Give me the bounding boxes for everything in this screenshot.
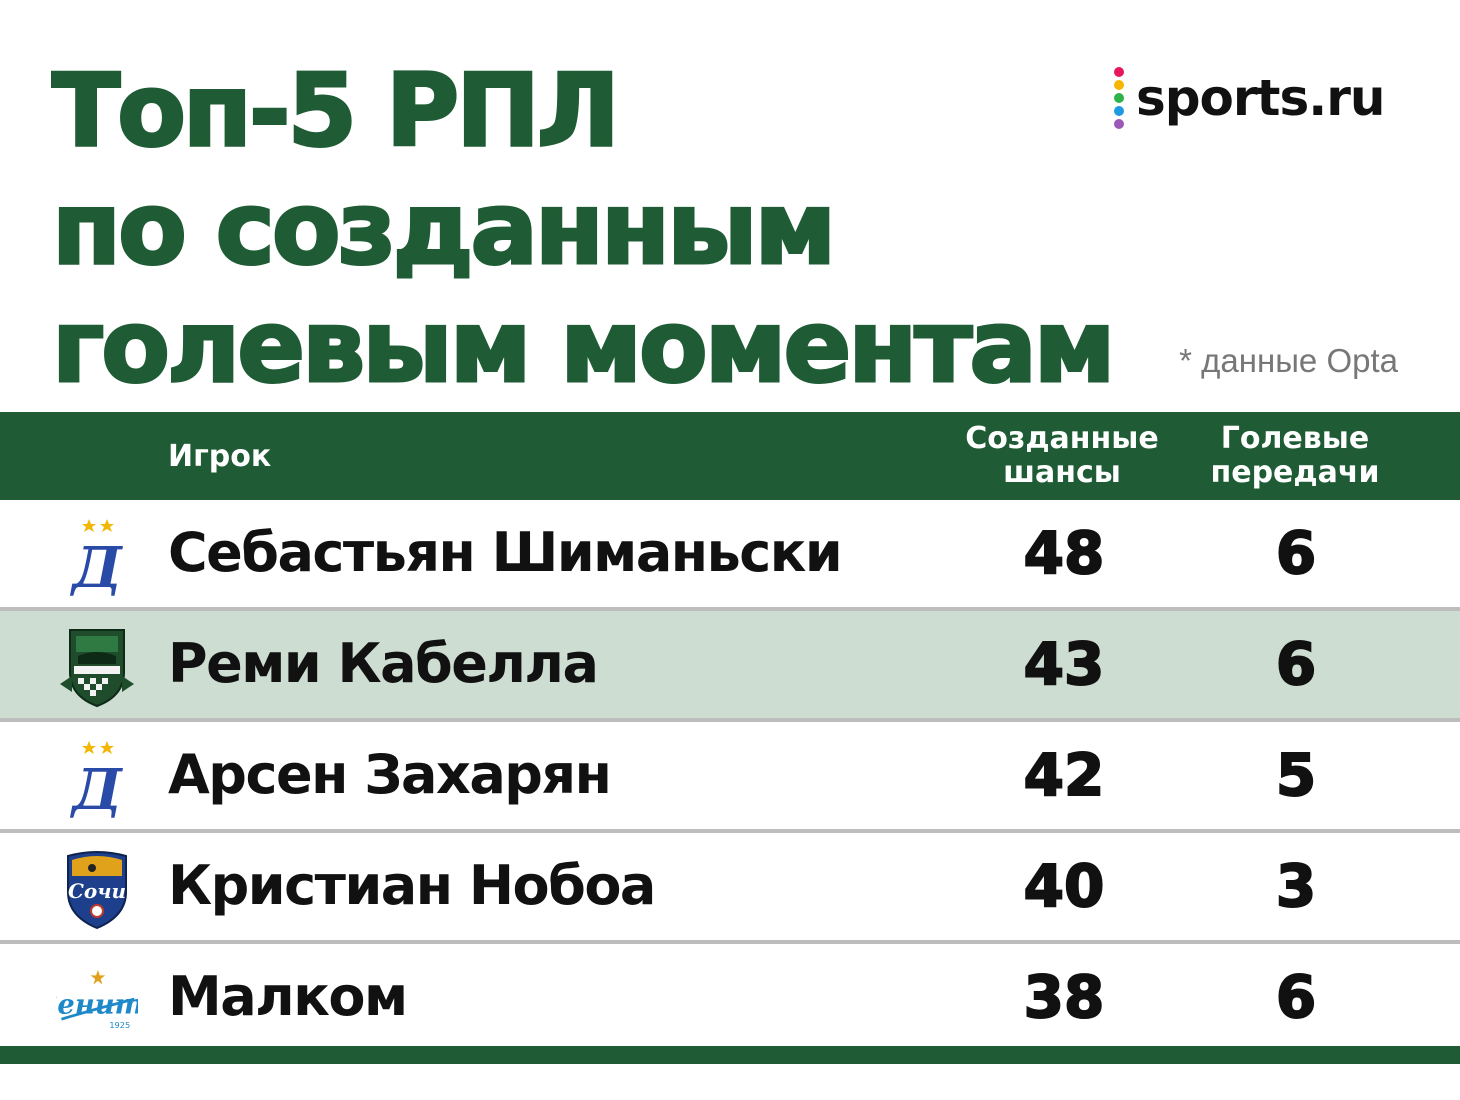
zenit-crest-icon: Зенит 1925 [56,959,138,1041]
brand-dot [1114,67,1124,77]
player-name: Арсен Захарян [168,743,612,806]
assists-value: 6 [1275,962,1317,1032]
title-line-2: по созданным [51,169,838,289]
header-assists-line-2: передачи [1210,455,1380,490]
brand-dot [1114,106,1124,116]
header-player: Игрок [168,439,272,474]
table-row: Зенит 1925 Малком 38 6 [0,944,1460,1055]
header-assists-line-1: Голевые [1220,421,1370,456]
player-name: Реми Кабелла [168,632,599,695]
brand-name: sports.ru [1136,69,1385,127]
dynamo-crest-icon: Д [56,737,138,819]
chances-value: 38 [1023,962,1106,1032]
brand-dot [1114,93,1124,103]
header-chances: Созданные шансы [950,422,1174,490]
assists-value: 5 [1275,740,1317,810]
title-line-3: голевым моментам [51,287,1118,407]
chances-value: 42 [1023,740,1106,810]
assists-value: 6 [1275,629,1317,699]
header-chances-line-2: шансы [1003,455,1121,490]
table-body: Д Себастьян Шиманьски 48 6 Реми Кабелла … [0,500,1460,1055]
source-note: * данные Opta [1179,342,1398,379]
sochi-crest-icon: Сочи [56,848,138,930]
header-assists: Голевые передачи [1190,422,1400,490]
bottom-bar [0,1046,1460,1064]
svg-text:Д: Д [69,535,123,597]
dynamo-crest-icon: Д [56,515,138,597]
page-title: Топ-5 РПЛ по созданным голевым моментам [51,51,1118,407]
brand-dot [1114,119,1124,129]
chances-value: 48 [1023,518,1106,588]
table-row: Сочи Кристиан Нобоа 40 3 [0,833,1460,944]
chances-value: 43 [1023,629,1106,699]
krasnodar-crest-icon [56,626,138,708]
player-name: Малком [168,965,408,1028]
brand-dot [1114,80,1124,90]
assists-value: 3 [1275,851,1317,921]
table-header: Игрок Созданные шансы Голевые передачи [0,412,1460,500]
brand-logo: sports.ru [1114,62,1385,134]
player-name: Кристиан Нобоа [168,854,656,917]
chances-value: 40 [1023,851,1106,921]
svg-text:1925: 1925 [109,1020,130,1030]
table-row: Д Себастьян Шиманьски 48 6 [0,500,1460,611]
svg-text:Сочи: Сочи [68,879,126,903]
header-chances-line-1: Созданные [965,421,1159,456]
title-line-1: Топ-5 РПЛ [51,51,622,171]
player-name: Себастьян Шиманьски [168,521,843,584]
brand-dots-icon [1114,67,1124,129]
stats-table: Игрок Созданные шансы Голевые передачи Д… [0,412,1460,1055]
table-row: Реми Кабелла 43 6 [0,611,1460,722]
assists-value: 6 [1275,518,1317,588]
table-row: Д Арсен Захарян 42 5 [0,722,1460,833]
svg-text:Д: Д [69,757,123,819]
